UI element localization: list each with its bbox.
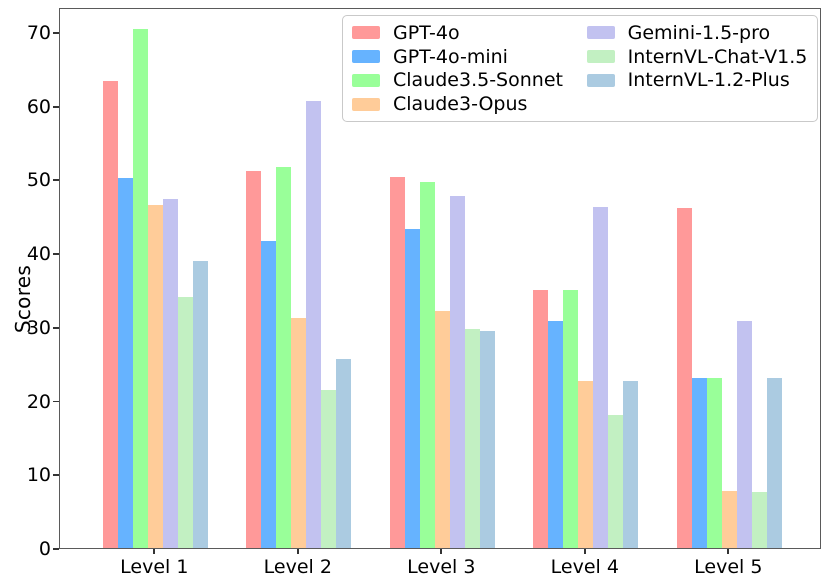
bar-GPT-4o-Level 1 — [102, 80, 118, 548]
bar-InternVL-1.2-Plus-Level 5 — [766, 377, 782, 548]
bar-GPT-4o-Level 2 — [246, 171, 262, 548]
legend-item-Claude3.5-Sonnet: Claude3.5-Sonnet — [352, 69, 565, 91]
legend-swatch-InternVL-1.2-Plus — [586, 73, 615, 87]
y-tick-mark-10 — [53, 474, 59, 477]
bar-Gemini-1.5-pro-Level 3 — [449, 195, 465, 548]
y-tick-mark-40 — [53, 253, 59, 255]
x-tick-label-Level 1: Level 1 — [120, 556, 189, 578]
legend-label-Claude3-Opus: Claude3-Opus — [393, 93, 528, 116]
bar-Gemini-1.5-pro-Level 1 — [162, 199, 178, 548]
bar-GPT-4o-mini-Level 2 — [261, 240, 277, 548]
bar-Claude3.5-Sonnet-Level 3 — [419, 181, 435, 548]
bar-Claude3.5-Sonnet-Level 4 — [563, 290, 579, 548]
legend: GPT-4o GPT-4o-mini Claude3.5-Sonnet Claude3… — [342, 15, 818, 122]
bar-Claude3.5-Sonnet-Level 1 — [132, 29, 148, 548]
legend-swatch-InternVL-Chat-V1.5 — [586, 50, 615, 64]
legend-swatch-Gemini-1.5-pro — [586, 26, 615, 40]
x-tick-label-Level 5: Level 5 — [694, 556, 763, 578]
x-tick-mark-Level 3 — [440, 549, 443, 554]
x-tick-mark-Level 5 — [727, 549, 730, 554]
x-tick-label-Level 2: Level 2 — [263, 556, 332, 578]
y-tick-mark-50 — [53, 179, 59, 182]
bar-GPT-4o-mini-Level 1 — [117, 178, 133, 548]
bar-GPT-4o-mini-Level 4 — [548, 321, 564, 548]
x-tick-mark-Level 2 — [296, 549, 299, 554]
bar-InternVL-1.2-Plus-Level 1 — [192, 261, 208, 548]
legend-item-Claude3-Opus: Claude3-Opus — [352, 93, 565, 115]
legend-label-Gemini-1.5-pro: Gemini-1.5-pro — [627, 21, 771, 44]
legend-label-InternVL-Chat-V1.5: InternVL-Chat-V1.5 — [627, 45, 808, 68]
legend-swatch-GPT-4o-mini — [352, 50, 380, 64]
legend-label-InternVL-1.2-Plus: InternVL-1.2-Plus — [627, 69, 790, 92]
bar-Claude3-Opus-Level 5 — [721, 491, 737, 548]
bar-Claude3-Opus-Level 3 — [434, 310, 450, 548]
x-tick-mark-Level 4 — [583, 549, 586, 554]
y-tick-mark-0 — [53, 548, 59, 550]
bar-Claude3.5-Sonnet-Level 2 — [276, 166, 292, 548]
y-tick-mark-20 — [53, 400, 59, 403]
bar-Claude3.5-Sonnet-Level 5 — [706, 377, 722, 548]
bar-GPT-4o-Level 5 — [676, 208, 692, 548]
legend-swatch-GPT-4o — [352, 26, 380, 40]
y-tick-label-20: 20 — [26, 390, 51, 413]
x-tick-mark-Level 1 — [153, 549, 156, 554]
bar-GPT-4o-mini-Level 5 — [691, 377, 707, 548]
bar-Gemini-1.5-pro-Level 4 — [593, 206, 609, 548]
legend-item-GPT-4o: GPT-4o — [352, 22, 565, 44]
legend-label-GPT-4o: GPT-4o — [393, 21, 460, 44]
bar-InternVL-Chat-V1.5-Level 5 — [751, 491, 767, 548]
y-tick-mark-30 — [53, 326, 59, 329]
y-tick-label-70: 70 — [26, 22, 51, 45]
legend-item-InternVL-1.2-Plus: InternVL-1.2-Plus — [586, 69, 809, 92]
bar-InternVL-Chat-V1.5-Level 2 — [321, 390, 337, 548]
legend-item-GPT-4o-mini: GPT-4o-mini — [352, 46, 565, 68]
legend-item-Gemini-1.5-pro: Gemini-1.5-pro — [586, 21, 809, 44]
legend-item-InternVL-Chat-V1.5: InternVL-Chat-V1.5 — [586, 45, 809, 68]
y-tick-label-30: 30 — [26, 316, 51, 339]
x-tick-label-Level 3: Level 3 — [407, 556, 476, 578]
y-tick-label-50: 50 — [26, 169, 51, 192]
legend-label-GPT-4o-mini: GPT-4o-mini — [393, 45, 508, 68]
bar-InternVL-Chat-V1.5-Level 4 — [608, 414, 624, 548]
x-tick-label-Level 4: Level 4 — [550, 556, 619, 578]
legend-label-Claude3.5-Sonnet: Claude3.5-Sonnet — [393, 69, 563, 92]
bar-InternVL-1.2-Plus-Level 2 — [336, 358, 352, 548]
bar-InternVL-Chat-V1.5-Level 1 — [177, 296, 193, 548]
bar-Claude3-Opus-Level 2 — [291, 318, 307, 548]
bar-InternVL-1.2-Plus-Level 4 — [623, 381, 639, 548]
bar-GPT-4o-Level 3 — [389, 177, 405, 548]
bar-Claude3-Opus-Level 4 — [578, 381, 594, 548]
y-tick-mark-70 — [53, 32, 59, 34]
bar-GPT-4o-Level 4 — [533, 290, 549, 548]
bar-InternVL-Chat-V1.5-Level 3 — [464, 329, 480, 548]
y-tick-label-10: 10 — [26, 464, 51, 487]
legend-swatch-Claude3.5-Sonnet — [352, 73, 380, 87]
y-tick-label-60: 60 — [26, 95, 51, 118]
y-tick-label-40: 40 — [26, 243, 51, 266]
y-tick-label-0: 0 — [38, 538, 51, 560]
bar-Claude3-Opus-Level 1 — [147, 205, 163, 548]
legend-swatch-Claude3-Opus — [352, 97, 380, 111]
bar-GPT-4o-mini-Level 3 — [404, 228, 420, 548]
bar-InternVL-1.2-Plus-Level 3 — [479, 331, 495, 548]
y-tick-mark-60 — [53, 105, 59, 108]
bar-Gemini-1.5-pro-Level 2 — [306, 101, 322, 548]
bar-Gemini-1.5-pro-Level 5 — [736, 321, 752, 548]
